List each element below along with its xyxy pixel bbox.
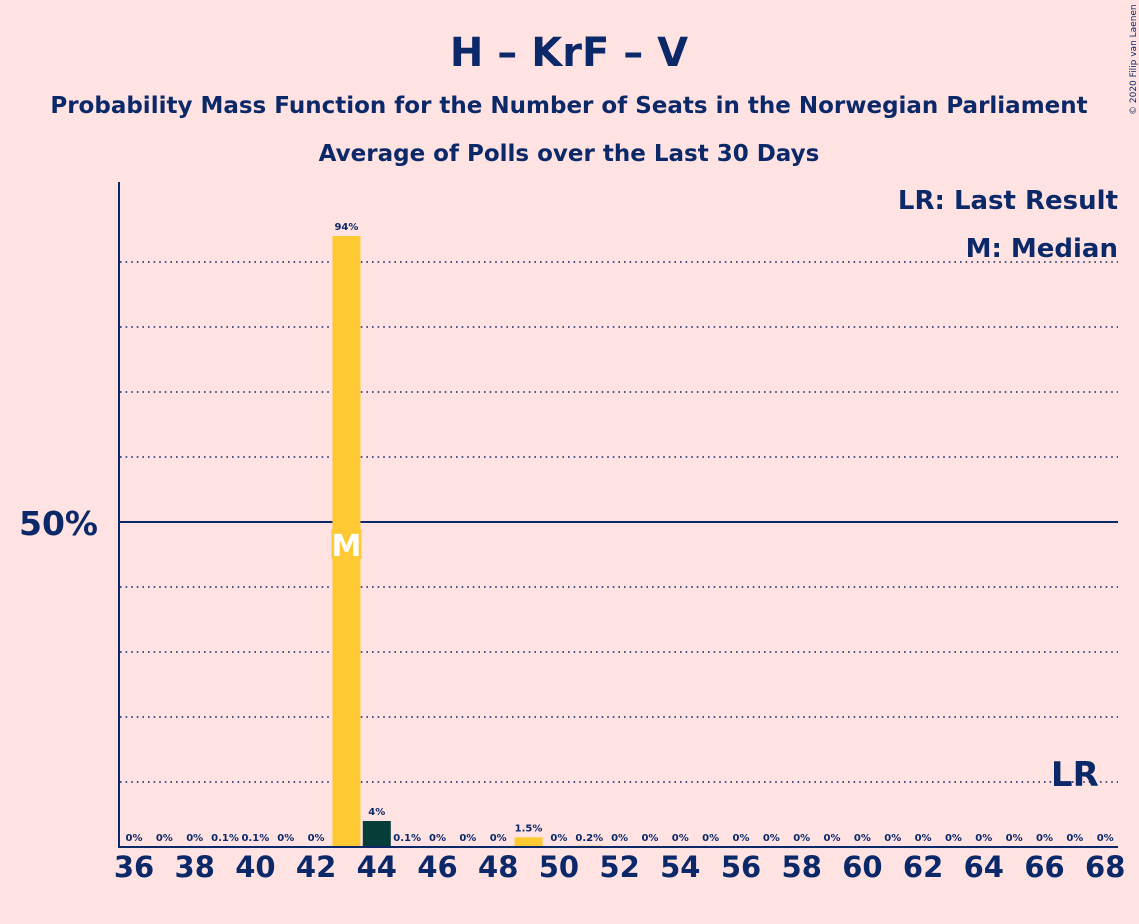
bar-seat-49 <box>514 837 543 847</box>
data-label-seat-55: 0% <box>702 833 719 844</box>
data-label-seat-51: 0.2% <box>575 833 603 844</box>
data-label-seat-54: 0% <box>672 833 689 844</box>
chart-subtitle: Probability Mass Function for the Number… <box>50 93 1087 119</box>
x-tick-42: 42 <box>296 850 336 884</box>
x-tick-48: 48 <box>478 850 518 884</box>
data-label-seat-50: 0% <box>550 833 567 844</box>
x-tick-60: 60 <box>842 850 882 884</box>
gridlines <box>120 261 1118 783</box>
data-label-seat-65: 0% <box>1006 833 1023 844</box>
data-label-seat-49: 1.5% <box>515 823 543 834</box>
copyright-note: © 2020 Filip van Laenen <box>1129 4 1139 115</box>
x-tick-68: 68 <box>1085 850 1125 884</box>
legend-last-result: LR: Last Result <box>898 186 1118 216</box>
x-tick-labels: 36 38 40 42 44 46 48 50 52 54 56 58 60 62 64 66 68 <box>114 850 1126 884</box>
data-label-seat-60: 0% <box>854 833 871 844</box>
data-label-seat-53: 0% <box>641 833 658 844</box>
x-tick-64: 64 <box>964 850 1004 884</box>
x-tick-52: 52 <box>599 850 639 884</box>
last-result-marker: LR <box>1051 755 1099 795</box>
data-label-seat-61: 0% <box>884 833 901 844</box>
x-tick-38: 38 <box>175 850 215 884</box>
data-label-seat-63: 0% <box>945 833 962 844</box>
y-label-50: 50% <box>19 504 98 543</box>
x-tick-56: 56 <box>721 850 761 884</box>
data-label-seat-44: 4% <box>368 807 385 818</box>
data-label-seat-47: 0% <box>459 833 476 844</box>
data-label-seat-58: 0% <box>793 833 810 844</box>
data-label-seat-37: 0% <box>156 833 173 844</box>
data-label-seat-36: 0% <box>126 833 143 844</box>
data-label-seat-66: 0% <box>1036 833 1053 844</box>
median-marker-bg <box>331 529 362 559</box>
data-label-seat-39: 0.1% <box>211 833 239 844</box>
data-label-seat-45: 0.1% <box>393 833 421 844</box>
chart-subtitle-2: Average of Polls over the Last 30 Days <box>319 141 820 167</box>
data-label-seat-52: 0% <box>611 833 628 844</box>
data-label-seat-43: 94% <box>334 222 358 233</box>
data-label-seat-57: 0% <box>763 833 780 844</box>
data-label-seat-56: 0% <box>733 833 750 844</box>
x-tick-44: 44 <box>357 850 397 884</box>
data-label-seat-48: 0% <box>490 833 507 844</box>
x-tick-40: 40 <box>235 850 275 884</box>
x-tick-66: 66 <box>1024 850 1064 884</box>
x-tick-36: 36 <box>114 850 154 884</box>
data-label-seat-62: 0% <box>915 833 932 844</box>
chart-title: H – KrF – V <box>450 30 688 76</box>
bar-seat-44 <box>362 821 391 847</box>
data-label-seat-68: 0% <box>1097 833 1114 844</box>
data-label-seat-46: 0% <box>429 833 446 844</box>
x-tick-54: 54 <box>660 850 700 884</box>
data-label-seat-40: 0.1% <box>242 833 270 844</box>
data-label-seat-41: 0% <box>277 833 294 844</box>
data-labels: 0% 0% 0% 0.1% 0.1% 0% 0%94%4%0.1% 0% 0% 0%1.5%0% 0… <box>126 222 1114 844</box>
x-tick-50: 50 <box>539 850 579 884</box>
x-tick-46: 46 <box>417 850 457 884</box>
x-tick-58: 58 <box>782 850 822 884</box>
data-label-seat-59: 0% <box>824 833 841 844</box>
legend-median: M: Median <box>966 234 1118 264</box>
median-marker: M <box>332 529 362 564</box>
data-label-seat-38: 0% <box>186 833 203 844</box>
data-label-seat-42: 0% <box>308 833 325 844</box>
data-label-seat-67: 0% <box>1066 833 1083 844</box>
x-tick-62: 62 <box>903 850 943 884</box>
data-label-seat-64: 0% <box>975 833 992 844</box>
